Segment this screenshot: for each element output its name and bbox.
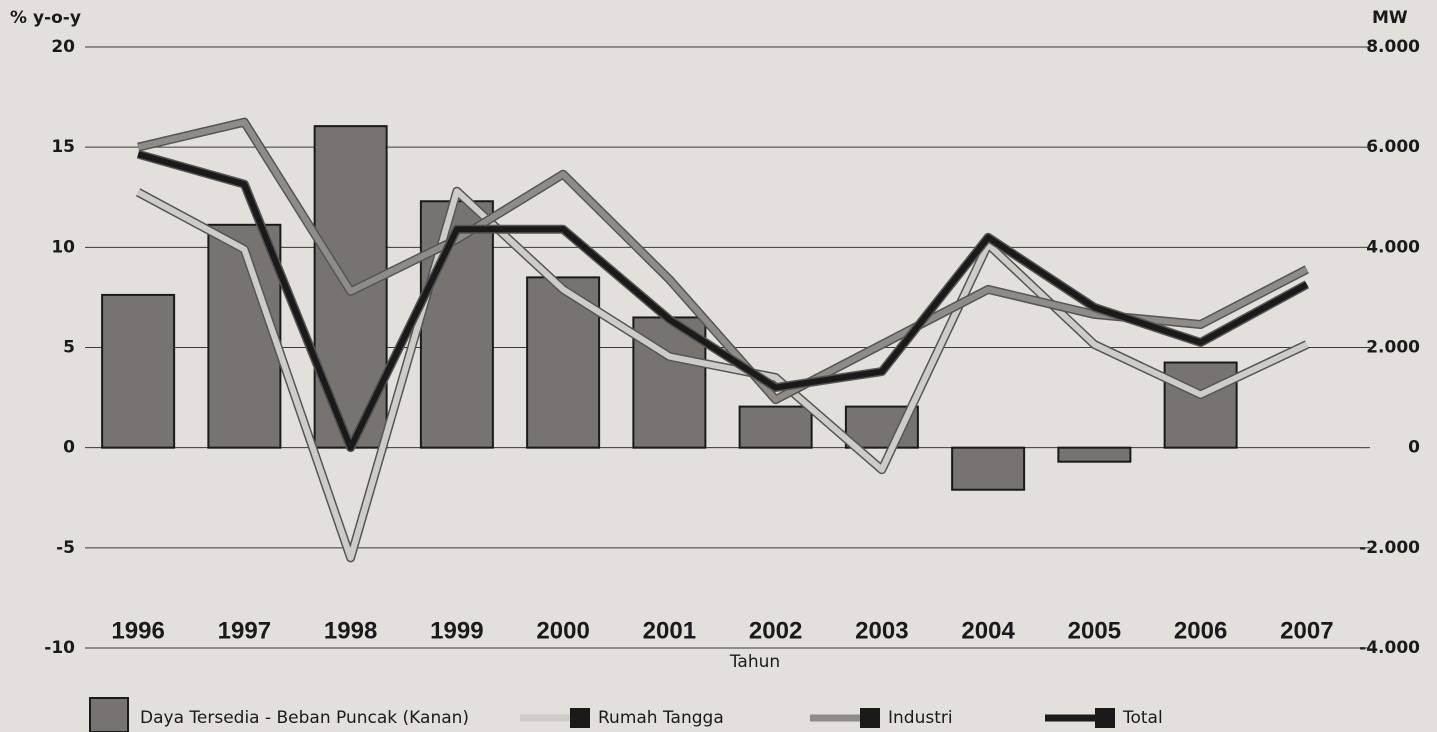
y-tick-label: 0 xyxy=(63,438,75,458)
bar xyxy=(102,295,174,448)
x-tick-label: 1996 xyxy=(111,617,164,644)
legend-label: Daya Tersedia - Beban Puncak (Kanan) xyxy=(140,708,469,728)
legend-plug xyxy=(860,708,880,728)
x-tick-label: 2007 xyxy=(1280,617,1333,644)
x-tick-label: 1997 xyxy=(218,617,271,644)
legend-label: Rumah Tangga xyxy=(598,708,724,728)
x-tick-label: 1999 xyxy=(430,617,483,644)
bar xyxy=(952,448,1024,490)
y-tick-label: -10 xyxy=(44,638,75,658)
x-tick-label: 2006 xyxy=(1174,617,1227,644)
y-tick-label: 10 xyxy=(51,237,75,257)
x-tick-label: 2005 xyxy=(1068,617,1121,644)
x-tick-label: 2000 xyxy=(536,617,589,644)
legend-plug xyxy=(1095,708,1115,728)
x-tick-label: 1998 xyxy=(324,617,377,644)
x-tick-label: 2003 xyxy=(855,617,908,644)
y-tick-label: 15 xyxy=(51,137,75,157)
y-axis-label: % y-o-y xyxy=(10,8,81,28)
x-axis-label: Tahun xyxy=(729,652,780,672)
y2-tick-label: 2.000 xyxy=(1366,338,1420,358)
y2-tick-label: 0 xyxy=(1408,438,1420,458)
y-tick-label: 20 xyxy=(51,37,75,57)
bar xyxy=(740,407,812,448)
x-tick-label: 2002 xyxy=(749,617,802,644)
legend-plug xyxy=(570,708,590,728)
y2-tick-label: 4.000 xyxy=(1366,237,1420,257)
y2-axis-label: MW xyxy=(1372,8,1408,28)
y-tick-label: -5 xyxy=(56,538,75,558)
x-tick-label: 2004 xyxy=(961,617,1015,644)
chart: % y-o-y MW Tahun 20 15 10 5 0 -5 -10 8.000 6.000… xyxy=(0,0,1437,732)
y2-tick-label: 8.000 xyxy=(1366,37,1420,57)
y-tick-label: 5 xyxy=(63,338,75,358)
legend-label: Industri xyxy=(888,708,953,728)
bar xyxy=(1058,448,1130,462)
y2-tick-label: 6.000 xyxy=(1366,137,1420,157)
legend-swatch xyxy=(90,698,128,732)
x-tick-label: 2001 xyxy=(643,617,696,644)
bar xyxy=(1165,363,1237,448)
legend-label: Total xyxy=(1122,708,1163,728)
